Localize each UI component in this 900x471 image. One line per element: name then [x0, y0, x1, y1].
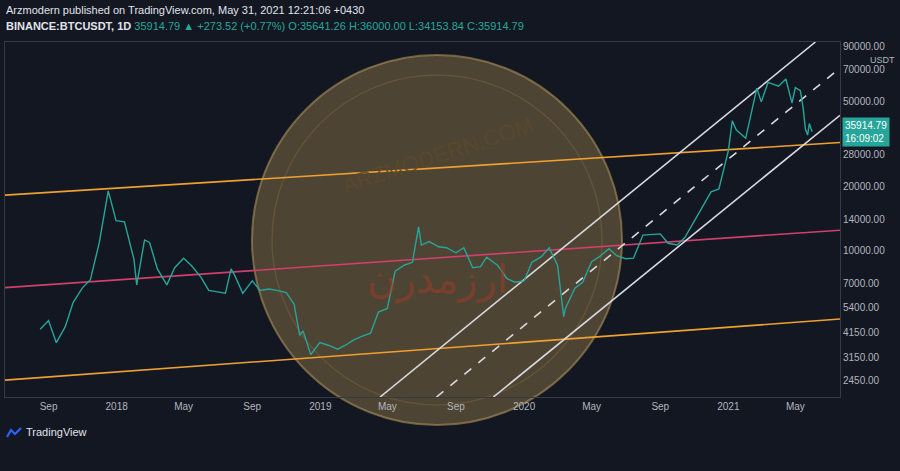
- svg-text:5400.00: 5400.00: [843, 302, 880, 313]
- svg-text:ارزمدرن: ارزمدرن: [367, 256, 508, 303]
- svg-text:Sep: Sep: [243, 401, 261, 412]
- html-text:Arzmodern published on Trading: Arzmodern published on TradingView.com, …: [6, 4, 365, 16]
- svg-text:2019: 2019: [309, 401, 332, 412]
- svg-text:28000.00: 28000.00: [843, 149, 885, 160]
- svg-text:Sep: Sep: [40, 401, 58, 412]
- svg-text:May: May: [582, 401, 601, 412]
- html-text:TradingView: TradingView: [26, 426, 87, 438]
- svg-text:4150.00: 4150.00: [843, 327, 880, 338]
- svg-text:20000.00: 20000.00: [843, 181, 885, 192]
- svg-text:90000.00: 90000.00: [843, 41, 885, 52]
- svg-text:3150.00: 3150.00: [843, 352, 880, 363]
- html-text:BINANCE:BTCUSDT, 1D 35914.79 ▲: BINANCE:BTCUSDT, 1D 35914.79 ▲ +273.52 (…: [6, 20, 524, 32]
- svg-text:2020: 2020: [513, 401, 536, 412]
- svg-text:2021: 2021: [717, 401, 740, 412]
- svg-text:Sep: Sep: [651, 401, 669, 412]
- svg-text:14000.00: 14000.00: [843, 214, 885, 225]
- svg-text:May: May: [378, 401, 397, 412]
- svg-text:ARZMODERN.COM: ARZMODERN.COM: [339, 113, 536, 198]
- svg-text:May: May: [174, 401, 193, 412]
- svg-text:70000.00: 70000.00: [843, 64, 885, 75]
- svg-text:7000.00: 7000.00: [843, 278, 880, 289]
- svg-text:10000.00: 10000.00: [843, 245, 885, 256]
- svg-text:Sep: Sep: [447, 401, 465, 412]
- svg-text:USDT: USDT: [870, 55, 895, 65]
- svg-text:May: May: [786, 401, 805, 412]
- svg-text:50000.00: 50000.00: [843, 96, 885, 107]
- svg-text:2450.00: 2450.00: [843, 375, 880, 386]
- svg-text:2018: 2018: [106, 401, 129, 412]
- svg-text:35914.7916:09:02: 35914.7916:09:02: [845, 120, 887, 144]
